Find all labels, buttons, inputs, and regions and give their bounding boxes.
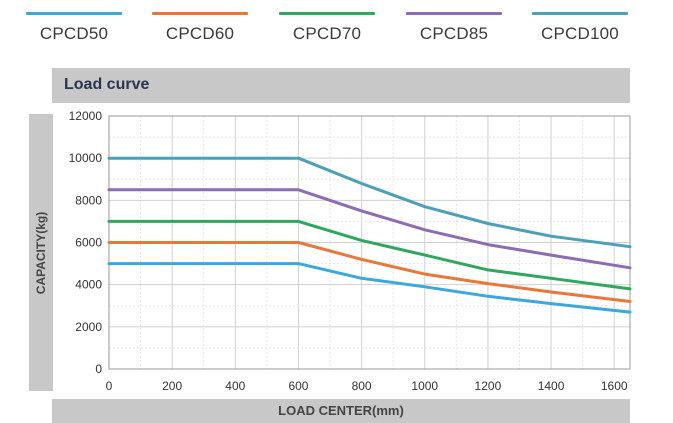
legend-swatch-cpcd70 — [279, 12, 375, 15]
y-tick-label: 12000 — [69, 109, 103, 123]
legend-item-cpcd85: CPCD85 — [404, 12, 504, 44]
legend-label-cpcd60: CPCD60 — [165, 24, 235, 43]
chart-title: Load curve — [64, 76, 150, 93]
series-line-cpcd70 — [107, 219, 632, 291]
y-tick-label: 6000 — [75, 236, 102, 250]
series-line-cpcd60 — [107, 241, 632, 303]
x-tick-label: 1200 — [475, 379, 502, 393]
series-line-cpcd100 — [107, 156, 632, 249]
legend-item-cpcd60: CPCD60 — [150, 12, 250, 44]
series-line-cpcd50 — [107, 262, 632, 314]
x-tick-label: 400 — [225, 379, 245, 393]
x-tick-label: 1600 — [601, 379, 628, 393]
tick-labels: 0 2000 4000 6000 8000 10000 12000 0 200 400 600 800… — [69, 109, 628, 393]
legend-label-cpcd85: CPCD85 — [419, 24, 489, 43]
y-tick-label: 2000 — [75, 320, 102, 334]
x-axis-label-bar: LOAD CENTER(mm) — [52, 399, 630, 423]
x-tick-label: 200 — [162, 379, 182, 393]
chart-legend: CPCD50 CPCD60 CPCD70 CPCD85 CPCD100 — [0, 0, 673, 60]
x-axis-label: LOAD CENTER(mm) — [278, 403, 404, 418]
chart-title-bar: Load curve — [52, 68, 630, 103]
x-tick-label: 800 — [352, 379, 372, 393]
series-layer — [107, 156, 632, 314]
x-tick-label: 0 — [106, 379, 113, 393]
legend-label-cpcd70: CPCD70 — [292, 24, 362, 43]
legend-item-cpcd100: CPCD100 — [530, 12, 630, 44]
legend-swatch-cpcd50 — [26, 12, 122, 15]
x-tick-label: 600 — [288, 379, 308, 393]
legend-label-cpcd100: CPCD100 — [541, 24, 619, 43]
x-tick-label: 1400 — [538, 379, 565, 393]
y-tick-label: 4000 — [75, 278, 102, 292]
legend-swatch-cpcd60 — [152, 12, 248, 15]
legend-label-cpcd50: CPCD50 — [39, 24, 109, 43]
y-tick-label: 10000 — [69, 151, 103, 165]
x-tick-label: 1000 — [411, 379, 438, 393]
series-line-cpcd85 — [107, 188, 632, 270]
legend-swatch-cpcd85 — [406, 12, 502, 15]
y-tick-label: 0 — [95, 362, 102, 376]
legend-item-cpcd50: CPCD50 — [24, 12, 124, 44]
legend-item-cpcd70: CPCD70 — [277, 12, 377, 44]
y-axis-label-bar: CAPACITY(kg) — [29, 114, 53, 391]
legend-swatch-cpcd100 — [532, 12, 628, 15]
y-tick-label: 8000 — [75, 193, 102, 207]
